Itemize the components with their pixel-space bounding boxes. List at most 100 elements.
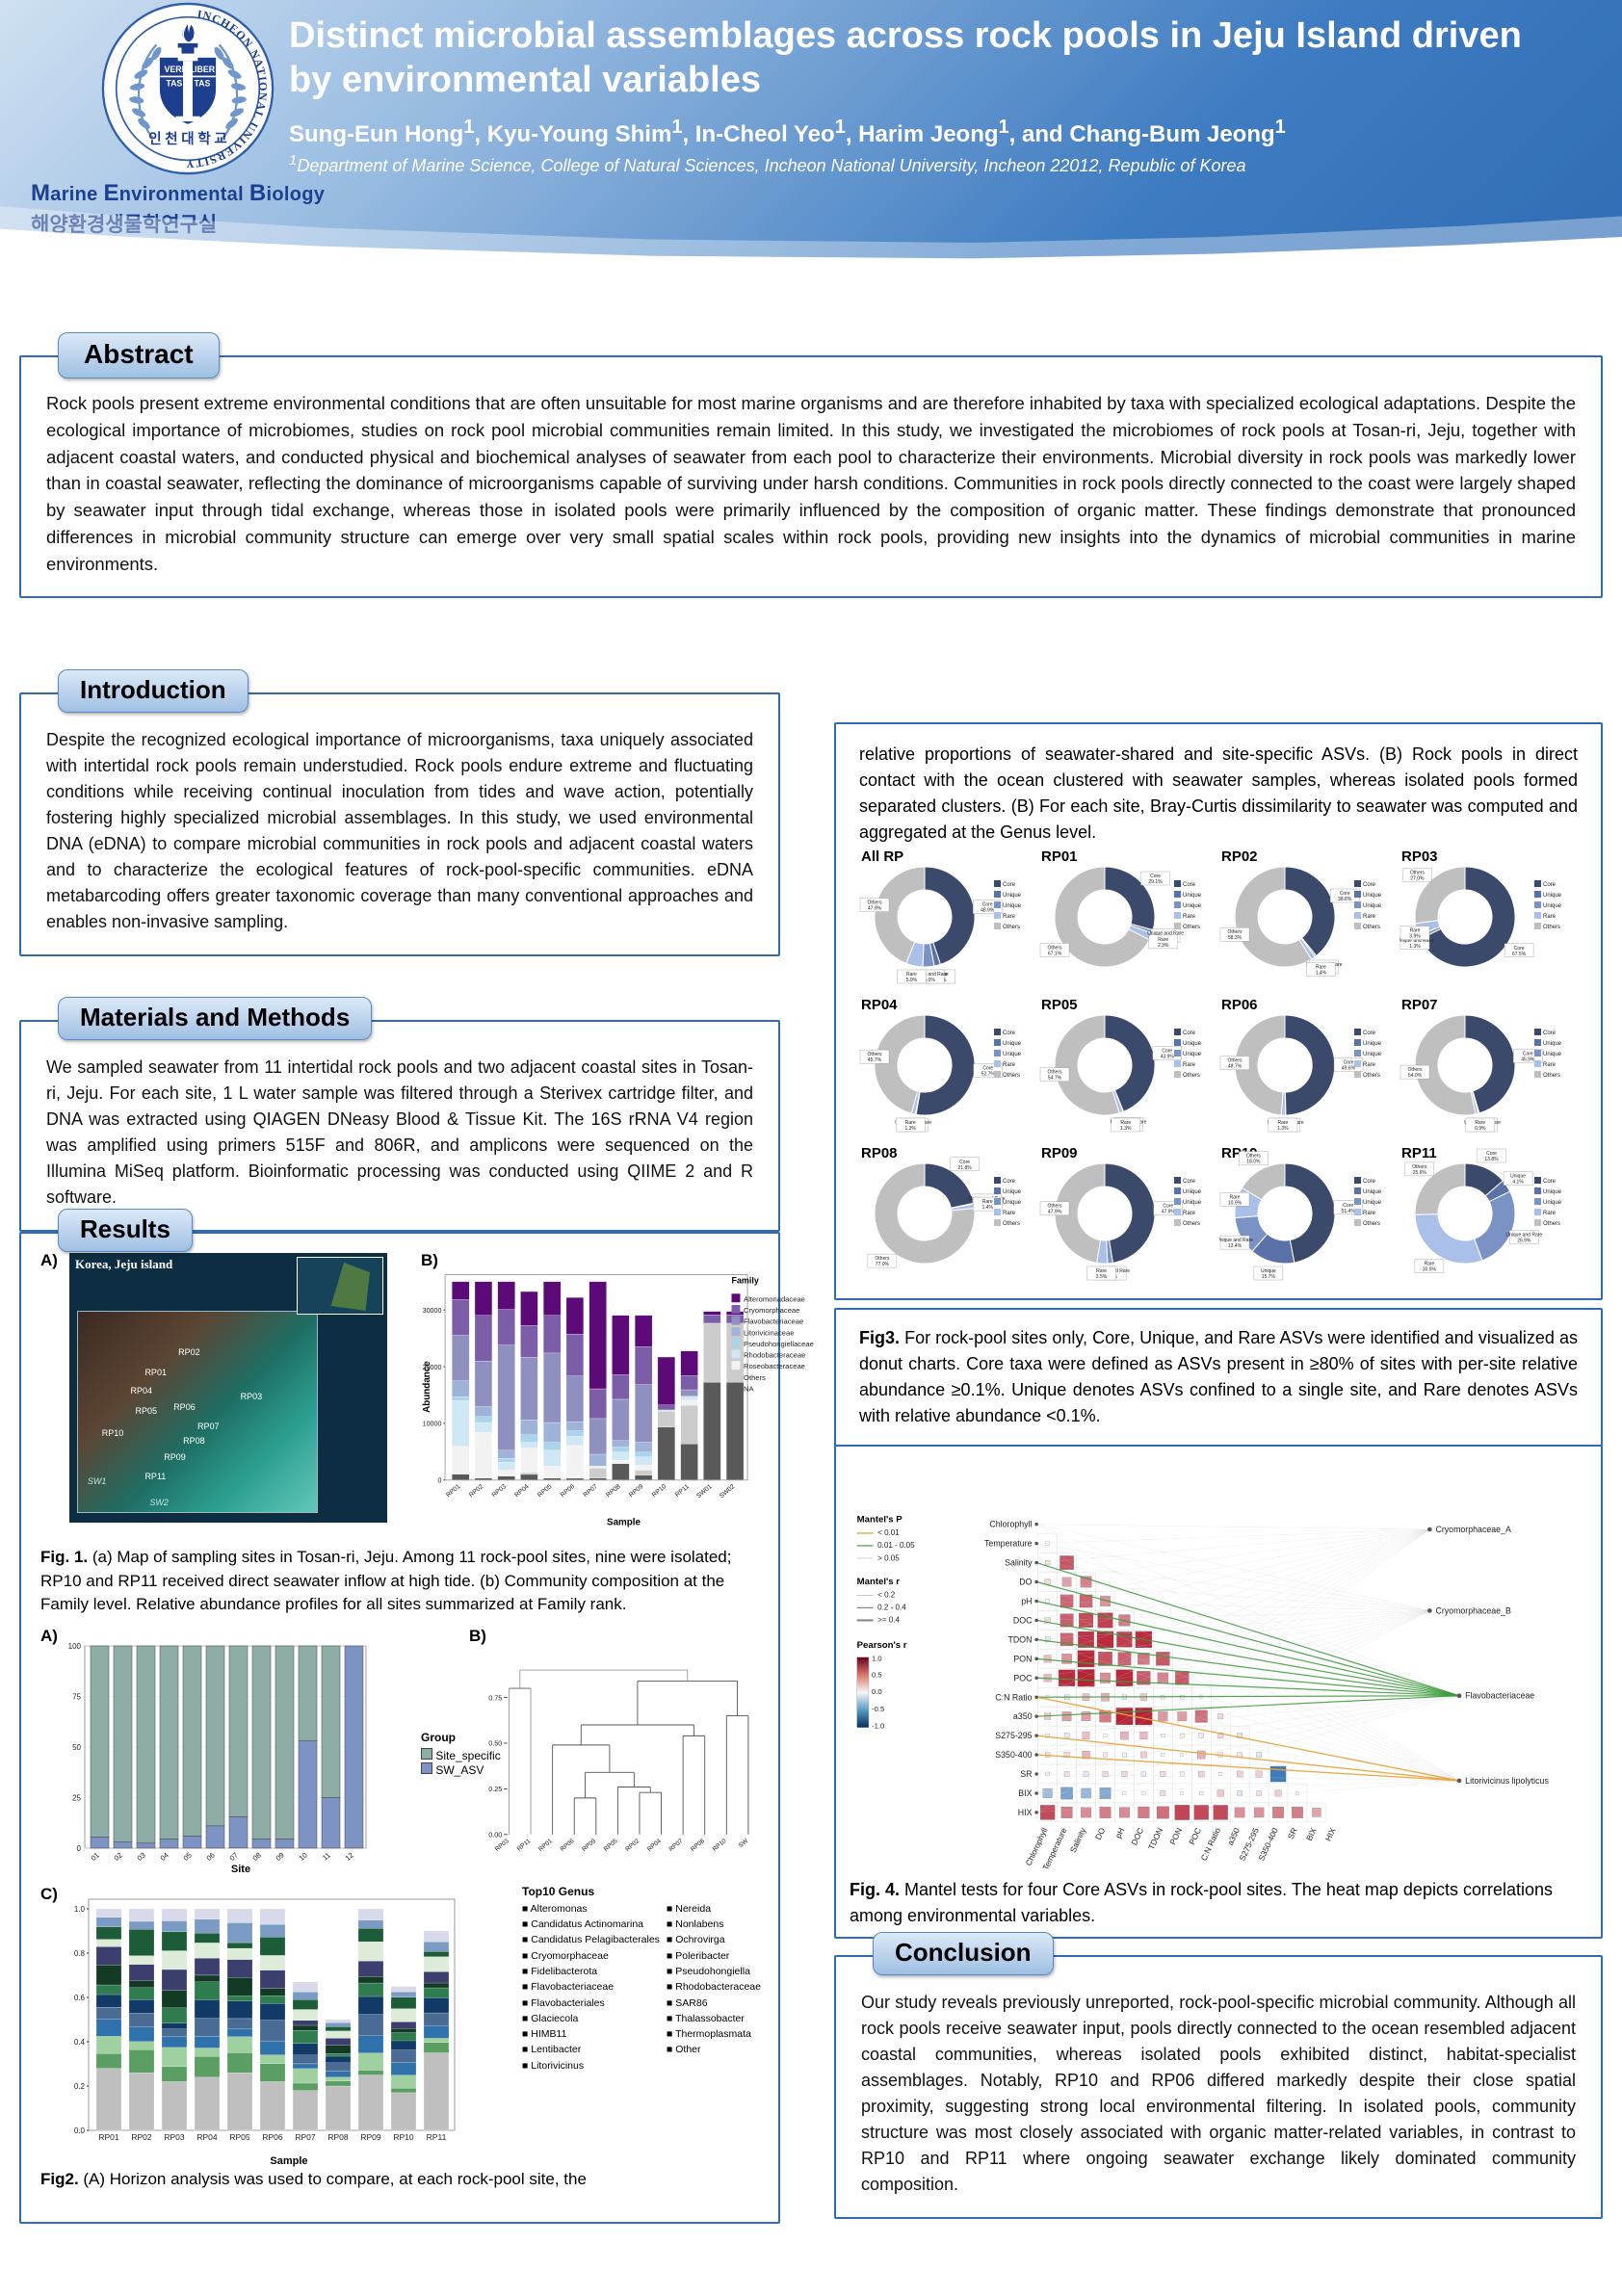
svg-text:Unique: Unique (1363, 1041, 1381, 1047)
svg-text:Unique and Rare: Unique and Rare (1543, 1200, 1561, 1206)
svg-text:Family: Family (732, 1276, 759, 1286)
svg-text:Rare: Rare (1183, 914, 1196, 920)
svg-text:38.8%: 38.8% (1338, 897, 1352, 902)
svg-text:RP07: RP07 (295, 2132, 316, 2142)
svg-text:47.9%: 47.9% (868, 906, 882, 912)
svg-text:67.1%: 67.1% (1048, 951, 1062, 956)
svg-text:30000: 30000 (423, 1307, 442, 1315)
svg-text:0.2: 0.2 (74, 2082, 86, 2091)
svg-text:Core: Core (1543, 1179, 1557, 1185)
svg-text:Others: Others (1003, 1221, 1020, 1227)
svg-text:06: 06 (205, 1851, 217, 1863)
svg-text:Unique: Unique (1003, 893, 1021, 899)
svg-text:RP08: RP08 (605, 1483, 622, 1499)
svg-text:TAS: TAS (166, 78, 182, 88)
svg-text:Unique: Unique (1183, 1189, 1201, 1195)
svg-text:20000: 20000 (423, 1364, 442, 1371)
svg-text:10: 10 (298, 1851, 309, 1863)
svg-text:DO: DO (1093, 1826, 1108, 1841)
svg-text:18.0%: 18.0% (1246, 1160, 1261, 1165)
svg-text:15.7%: 15.7% (1262, 1274, 1276, 1280)
svg-text:Unique and Rare: Unique and Rare (1543, 903, 1561, 909)
svg-text:RP07: RP07 (667, 1838, 684, 1853)
svg-text:75: 75 (72, 1692, 81, 1701)
svg-text:Roseobacteraceae: Roseobacteraceae (744, 1362, 805, 1370)
svg-text:Core: Core (1363, 1179, 1376, 1185)
svg-text:RP03: RP03 (164, 2132, 185, 2142)
svg-text:1.0: 1.0 (74, 1905, 86, 1914)
svg-text:SR: SR (1020, 1769, 1032, 1779)
svg-text:01: 01 (90, 1851, 101, 1863)
svg-text:RP03: RP03 (494, 1838, 510, 1853)
svg-text:51.4%: 51.4% (1342, 1209, 1356, 1214)
svg-text:0: 0 (77, 1844, 82, 1853)
svg-text:Mantel's r: Mantel's r (857, 1577, 901, 1587)
svg-text:RP05: RP05 (603, 1838, 619, 1853)
svg-text:21.8%: 21.8% (958, 1165, 973, 1171)
svg-text:RP07: RP07 (583, 1483, 600, 1499)
svg-text:pH: pH (1021, 1597, 1032, 1606)
svg-text:RP11: RP11 (427, 2132, 447, 2142)
svg-text:Rare: Rare (1183, 1062, 1196, 1068)
svg-text:25.6%: 25.6% (1413, 1170, 1427, 1176)
svg-text:02: 02 (113, 1851, 124, 1863)
svg-text:3.5%: 3.5% (1096, 1274, 1108, 1280)
svg-text:Others: Others (1363, 1221, 1380, 1227)
svg-text:Cryomorphaceae_A: Cryomorphaceae_A (1435, 1525, 1510, 1534)
svg-text:48.9%: 48.9% (981, 908, 995, 914)
svg-text:Unique and Rare: Unique and Rare (1003, 1200, 1021, 1206)
svg-text:RP02: RP02 (624, 1838, 641, 1853)
svg-text:< 0.01: < 0.01 (877, 1528, 900, 1537)
svg-text:Core: Core (1183, 1179, 1196, 1185)
svg-text:PON: PON (1013, 1654, 1032, 1663)
svg-text:11: 11 (321, 1851, 332, 1863)
svg-text:RP11: RP11 (1401, 1145, 1437, 1161)
svg-text:-1.0: -1.0 (872, 1721, 884, 1730)
svg-text:3.9%: 3.9% (1409, 934, 1421, 940)
svg-text:Flavobacteriaceae: Flavobacteriaceae (1465, 1691, 1534, 1701)
svg-text:Rare: Rare (1003, 1211, 1016, 1216)
svg-text:Unique and Rare: Unique and Rare (1543, 1052, 1561, 1057)
svg-text:Unique and Rare: Unique and Rare (1003, 1052, 1021, 1057)
svg-text:0.5: 0.5 (872, 1671, 882, 1680)
svg-text:0.2 - 0.4: 0.2 - 0.4 (877, 1604, 906, 1612)
svg-text:RP03: RP03 (1401, 848, 1438, 865)
svg-text:RP03: RP03 (491, 1483, 509, 1499)
svg-text:1.4%: 1.4% (1316, 970, 1327, 976)
svg-text:RP11: RP11 (516, 1838, 533, 1853)
svg-text:Cryomorphaceae: Cryomorphaceae (744, 1306, 799, 1315)
svg-text:Sample: Sample (270, 2155, 307, 2167)
svg-text:Rare: Rare (1363, 1211, 1376, 1216)
svg-text:All RP: All RP (861, 848, 903, 865)
svg-text:Unique: Unique (1183, 1041, 1201, 1047)
svg-text:SW: SW (738, 1838, 750, 1850)
svg-text:Unique and Rare: Unique and Rare (1183, 1200, 1201, 1206)
svg-text:10.9%: 10.9% (1228, 1200, 1243, 1206)
svg-text:Others: Others (744, 1373, 766, 1382)
svg-text:RP09: RP09 (628, 1483, 645, 1499)
svg-text:a350: a350 (1225, 1826, 1242, 1847)
svg-text:30.5%: 30.5% (1423, 1267, 1437, 1273)
svg-text:0.25: 0.25 (488, 1785, 502, 1793)
svg-text:pH: pH (1113, 1826, 1127, 1839)
svg-text:1.3%: 1.3% (1277, 1126, 1289, 1132)
svg-text:Mantel's P: Mantel's P (857, 1514, 903, 1525)
svg-text:100: 100 (68, 1642, 82, 1651)
svg-text:RP05: RP05 (536, 1483, 554, 1499)
svg-text:Rare: Rare (1543, 1062, 1557, 1068)
svg-text:RP04: RP04 (196, 2132, 218, 2142)
svg-text:DO: DO (1019, 1578, 1032, 1587)
svg-text:POC: POC (1013, 1673, 1033, 1683)
svg-text:Chlorophyll: Chlorophyll (989, 1520, 1032, 1529)
svg-text:Site: Site (231, 1864, 250, 1875)
svg-text:Core: Core (1543, 882, 1557, 888)
svg-text:25: 25 (72, 1793, 81, 1802)
svg-text:Litorivicinaceae: Litorivicinaceae (744, 1328, 794, 1337)
svg-text:Rare: Rare (1363, 914, 1376, 920)
svg-text:Others: Others (1363, 925, 1380, 930)
svg-text:DOC: DOC (1129, 1826, 1145, 1846)
svg-text:10000: 10000 (423, 1421, 442, 1428)
svg-text:1.3%: 1.3% (1120, 1126, 1132, 1132)
svg-text:67.5%: 67.5% (1512, 952, 1527, 957)
svg-text:Unique: Unique (1543, 1189, 1561, 1195)
